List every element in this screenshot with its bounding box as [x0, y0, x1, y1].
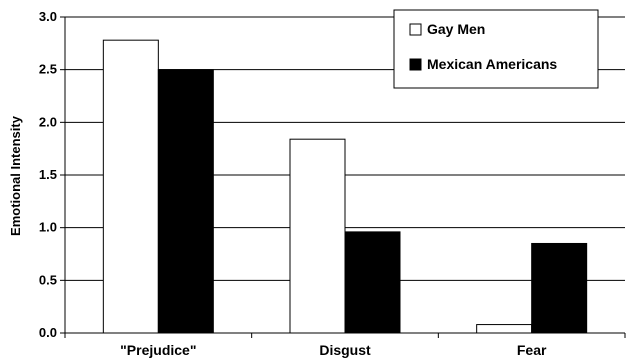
y-tick-label: 1.0: [39, 220, 57, 235]
y-tick-label: 0.5: [39, 272, 57, 287]
y-tick-label: 3.0: [39, 9, 57, 24]
axes: [64, 17, 626, 338]
x-category-label: Disgust: [319, 342, 371, 358]
legend-label-gay-men: Gay Men: [427, 21, 485, 37]
bar-mexican-americans-2: [531, 242, 588, 334]
bar-gay-men-0: [102, 39, 159, 334]
bar-gay-men-1: [289, 138, 346, 334]
bar-mexican-americans-0: [157, 69, 214, 334]
y-tick-label: 1.5: [39, 167, 57, 182]
legend-swatch-mexican-americans: [409, 58, 422, 71]
y-axis-ticks: 0.0 0.5 1.0 1.5 2.0 2.5 3.0: [39, 9, 65, 340]
y-tick-label: 2.0: [39, 114, 57, 129]
legend: Gay Men Mexican Americans: [393, 9, 599, 89]
x-category-label: Fear: [517, 342, 547, 358]
x-axis-categories: "Prejudice" Disgust Fear: [120, 342, 547, 358]
y-axis-label: Emotional Intensity: [8, 115, 23, 236]
legend-swatch-gay-men: [409, 23, 422, 36]
x-category-label: "Prejudice": [120, 342, 196, 358]
bars: [102, 39, 588, 334]
y-tick-label: 2.5: [39, 62, 57, 77]
legend-box: [393, 9, 599, 89]
bar-mexican-americans-1: [344, 231, 401, 334]
legend-label-mexican-americans: Mexican Americans: [427, 56, 557, 72]
bar-gay-men-2: [476, 324, 533, 334]
y-tick-label: 0.0: [39, 325, 57, 340]
